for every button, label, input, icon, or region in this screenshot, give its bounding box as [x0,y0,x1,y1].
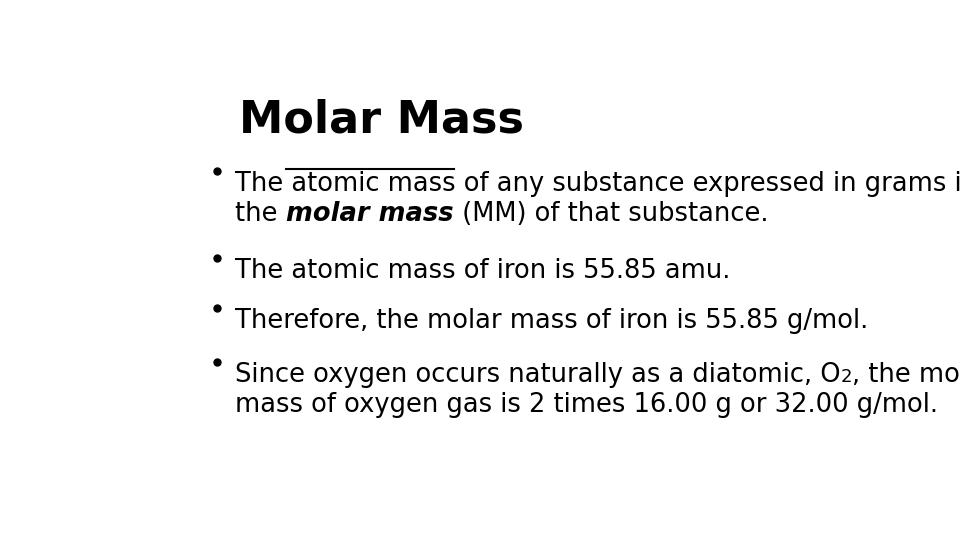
Text: molar mass: molar mass [286,201,453,227]
Text: 2: 2 [841,368,852,386]
Text: Since oxygen occurs naturally as a diatomic, O: Since oxygen occurs naturally as a diato… [235,362,841,388]
Text: mass of oxygen gas is 2 times 16.00 g or 32.00 g/mol.: mass of oxygen gas is 2 times 16.00 g or… [235,392,938,418]
Text: the: the [235,201,286,227]
Text: (MM) of that substance.: (MM) of that substance. [453,201,768,227]
Text: The atomic mass of any substance expressed in grams is: The atomic mass of any substance express… [235,171,960,197]
Text: The atomic mass of iron is 55.85 amu.: The atomic mass of iron is 55.85 amu. [235,258,731,284]
Text: Therefore, the molar mass of iron is 55.85 g/mol.: Therefore, the molar mass of iron is 55.… [235,308,869,334]
Text: , the molar: , the molar [852,362,960,388]
Text: Molar Mass: Molar Mass [239,98,524,141]
